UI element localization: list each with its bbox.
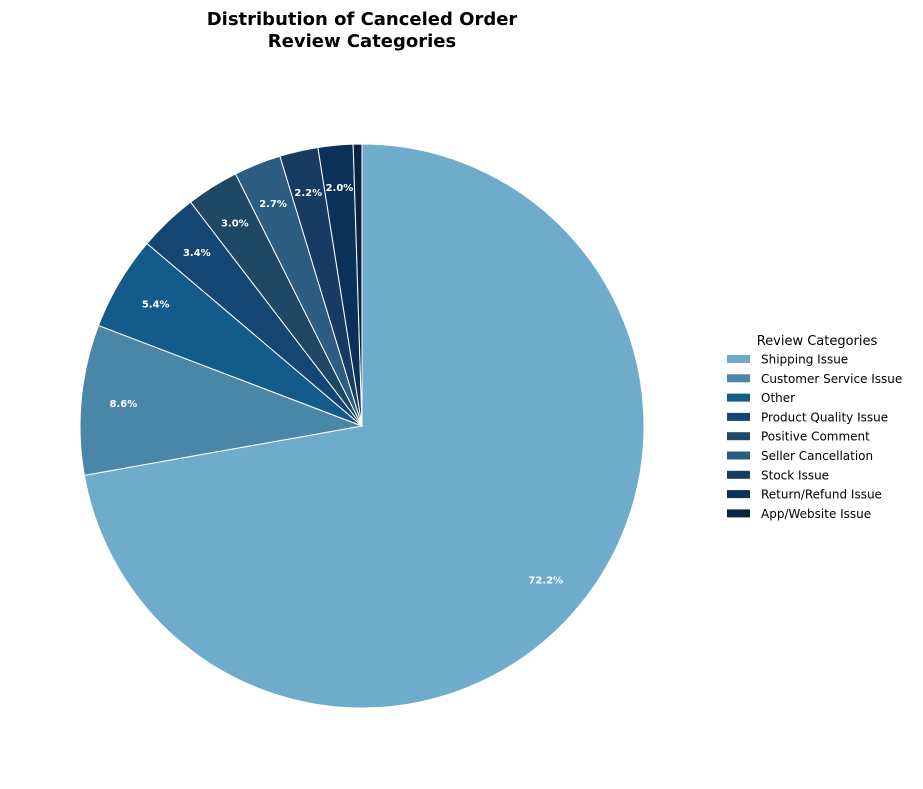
legend-item-app-website-issue: App/Website Issue [727,507,871,521]
legend: Review Categories Shipping Issue Customer… [727,334,902,521]
legend-label: Seller Cancellation [761,449,873,463]
legend-label: Stock Issue [761,468,829,482]
legend-swatch [727,451,750,460]
legend-label: Return/Refund Issue [761,488,882,502]
pie-label-product-quality-issue: 3.4% [183,248,211,259]
legend-item-stock-issue: Stock Issue [727,468,829,482]
legend-label: Shipping Issue [761,353,848,367]
legend-item-seller-cancellation: Seller Cancellation [727,449,873,463]
pie-label-seller-cancellation: 2.7% [259,199,287,210]
legend-title: Review Categories [757,334,878,349]
pie-slices [79,143,645,709]
pie-label-other: 5.4% [142,299,170,310]
pie-label-positive-comment: 3.0% [221,218,249,229]
chart-title-line-1: Distribution of Canceled Order [207,9,518,30]
legend-item-product-quality-issue: Product Quality Issue [727,410,888,424]
pie-label-stock-issue: 2.2% [294,188,322,199]
legend-label: Other [761,391,795,405]
legend-swatch [727,412,750,421]
legend-label: App/Website Issue [761,507,871,521]
legend-swatch [727,374,750,383]
legend-swatch [727,355,750,363]
legend-swatch [727,393,750,402]
legend-item-positive-comment: Positive Comment [727,430,870,444]
legend-item-other: Other [727,391,795,405]
legend-swatch [727,490,750,499]
legend-item-return-refund-issue: Return/Refund Issue [727,488,882,502]
pie-slice-app-website-issue [352,143,363,427]
pie-label-return-refund-issue: 2.0% [326,183,354,194]
legend-item-shipping-issue: Shipping Issue [727,353,848,367]
pie-slice-shipping-issue [83,143,645,709]
pie-label-shipping-issue: 72.2% [528,575,563,586]
pie-slice-customer-service-issue [79,324,364,476]
pie-label-customer-service-issue: 8.6% [109,399,137,410]
legend-swatch [727,432,750,441]
chart-title-line-2: Review Categories [268,31,456,52]
legend-label: Positive Comment [761,430,870,444]
legend-swatch [727,509,750,518]
legend-label: Customer Service Issue [761,372,902,386]
legend-item-customer-service-issue: Customer Service Issue [727,372,902,386]
pie-percent-labels: 72.2% 8.6% 5.4% 3.4% 3.0% 2.7% 2.2% 2.0% [109,183,563,587]
legend-label: Product Quality Issue [761,410,888,424]
legend-swatch [727,470,750,479]
